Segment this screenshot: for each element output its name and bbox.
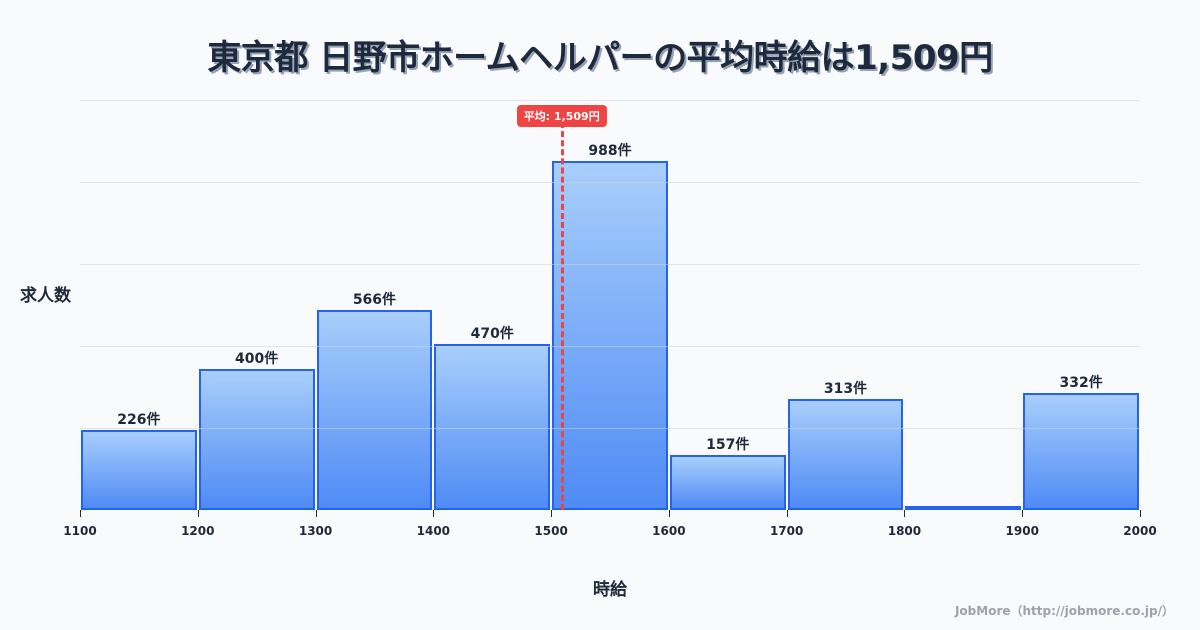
x-tick-label: 1100 [63, 524, 97, 538]
histogram-bar [81, 430, 197, 510]
histogram-bar [198, 368, 315, 510]
bar-value-label: 332件 [1059, 374, 1103, 391]
x-tick-label: 1400 [416, 524, 451, 538]
average-line [560, 122, 564, 510]
y-axis-label: 求人数 [20, 286, 71, 306]
x-tick-label: 2000 [1123, 524, 1157, 538]
credit-text: JobMore（http://jobmore.co.jp/） [954, 604, 1174, 618]
average-badge: 平均: 1,509円 [516, 105, 607, 127]
x-tick [1022, 510, 1024, 517]
x-tick [315, 510, 317, 517]
x-tick [904, 510, 906, 517]
x-tick [197, 510, 199, 517]
gridline [80, 182, 1140, 183]
bar-value-label: 226件 [117, 412, 161, 429]
plot-area: 226件 400件 566件 470件 988件 157件 313件 332件 平均: 1,5… [63, 100, 1157, 538]
x-tick-label: 1800 [887, 524, 922, 538]
histogram-bar [1023, 392, 1139, 510]
x-tick [433, 510, 435, 517]
gridline [80, 264, 1140, 265]
x-tick [1140, 510, 1141, 517]
x-tick-label: 1500 [534, 524, 568, 538]
x-tick-label: 1600 [652, 524, 686, 538]
histogram-bar [552, 161, 668, 510]
x-tick [668, 510, 670, 517]
histogram-bar [316, 310, 433, 510]
x-tick [551, 510, 553, 517]
bar-value-label: 313件 [823, 381, 868, 398]
x-axis-label: 時給 [593, 580, 627, 600]
bar-value-label: 988件 [588, 143, 632, 160]
histogram-bar [669, 454, 786, 510]
bar-value-label: 566件 [352, 292, 397, 309]
gridline [80, 100, 1140, 101]
gridline [80, 346, 1140, 347]
bar-value-label: 400件 [235, 350, 279, 367]
x-tick-label: 1900 [1005, 524, 1039, 538]
x-tick-label: 1200 [181, 524, 215, 538]
gridline [80, 428, 1140, 429]
x-tick-label: 1700 [769, 524, 804, 538]
x-tick [80, 510, 81, 517]
bar-value-label: 157件 [706, 436, 750, 453]
x-tick [786, 510, 788, 517]
chart-title: 東京都 日野市ホームヘルパーの平均時給は1,509円 [207, 38, 993, 78]
x-tick-label: 1300 [298, 524, 333, 538]
bar-value-label: 470件 [470, 326, 514, 343]
histogram-bar [434, 344, 551, 510]
histogram-bar [905, 506, 1022, 510]
histogram-bar [787, 399, 904, 510]
